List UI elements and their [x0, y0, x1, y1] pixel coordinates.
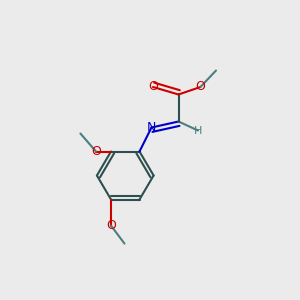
Text: O: O	[106, 219, 116, 232]
Text: N: N	[147, 121, 156, 134]
Text: O: O	[196, 80, 205, 94]
Text: O: O	[91, 145, 101, 158]
Text: H: H	[194, 125, 202, 136]
Text: O: O	[148, 80, 158, 94]
